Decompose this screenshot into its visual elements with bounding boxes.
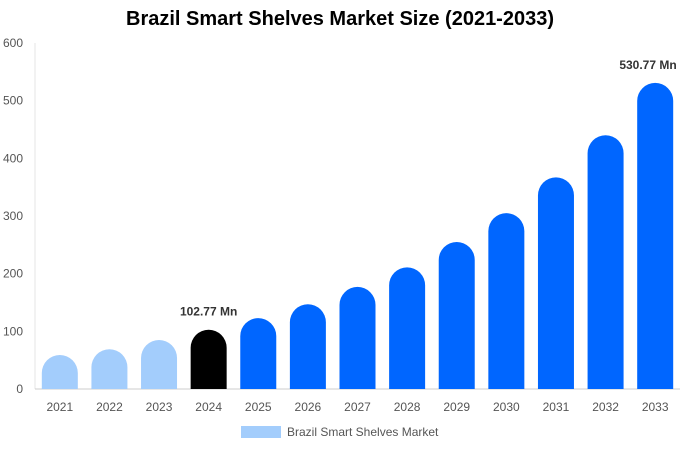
bar-2029[interactable] — [438, 241, 475, 389]
bar-2026[interactable] — [289, 304, 326, 389]
y-tick-label: 200 — [3, 267, 23, 281]
bar-2030[interactable] — [488, 213, 525, 389]
legend-label: Brazil Smart Shelves Market — [287, 425, 439, 439]
bar-2028[interactable] — [389, 267, 426, 389]
x-tick-label: 2028 — [394, 400, 421, 414]
x-tick-label: 2026 — [295, 400, 322, 414]
y-tick-label: 500 — [3, 94, 23, 108]
legend[interactable]: Brazil Smart Shelves Market — [241, 425, 438, 439]
x-tick-label: 2025 — [245, 400, 272, 414]
bar-2024[interactable] — [190, 329, 227, 389]
y-tick-label: 0 — [16, 382, 23, 396]
y-tick-label: 100 — [3, 324, 23, 338]
x-tick-label: 2021 — [46, 400, 73, 414]
bar-2032[interactable] — [587, 135, 624, 389]
bar-2033[interactable] — [637, 82, 674, 389]
x-tick-label: 2023 — [146, 400, 173, 414]
bar-2027[interactable] — [339, 286, 376, 389]
bar-2021[interactable] — [41, 354, 78, 389]
bar-2022[interactable] — [91, 349, 128, 389]
x-tick-label: 2032 — [592, 400, 619, 414]
bar-2031[interactable] — [537, 177, 574, 389]
data-label: 530.77 Mn — [619, 58, 676, 72]
x-tick-label: 2031 — [543, 400, 570, 414]
x-tick-label: 2022 — [96, 400, 123, 414]
bar-2023[interactable] — [141, 339, 178, 389]
y-tick-label: 600 — [3, 36, 23, 50]
legend-swatch — [241, 426, 281, 438]
data-label: 102.77 Mn — [180, 305, 237, 319]
x-tick-label: 2030 — [493, 400, 520, 414]
y-tick-label: 300 — [3, 209, 23, 223]
x-tick-label: 2024 — [195, 400, 222, 414]
x-tick-label: 2027 — [344, 400, 371, 414]
x-tick-label: 2033 — [642, 400, 669, 414]
chart-title: Brazil Smart Shelves Market Size (2021-2… — [126, 8, 554, 30]
bar-2025[interactable] — [240, 318, 277, 389]
x-tick-label: 2029 — [443, 400, 470, 414]
y-tick-label: 400 — [3, 151, 23, 165]
